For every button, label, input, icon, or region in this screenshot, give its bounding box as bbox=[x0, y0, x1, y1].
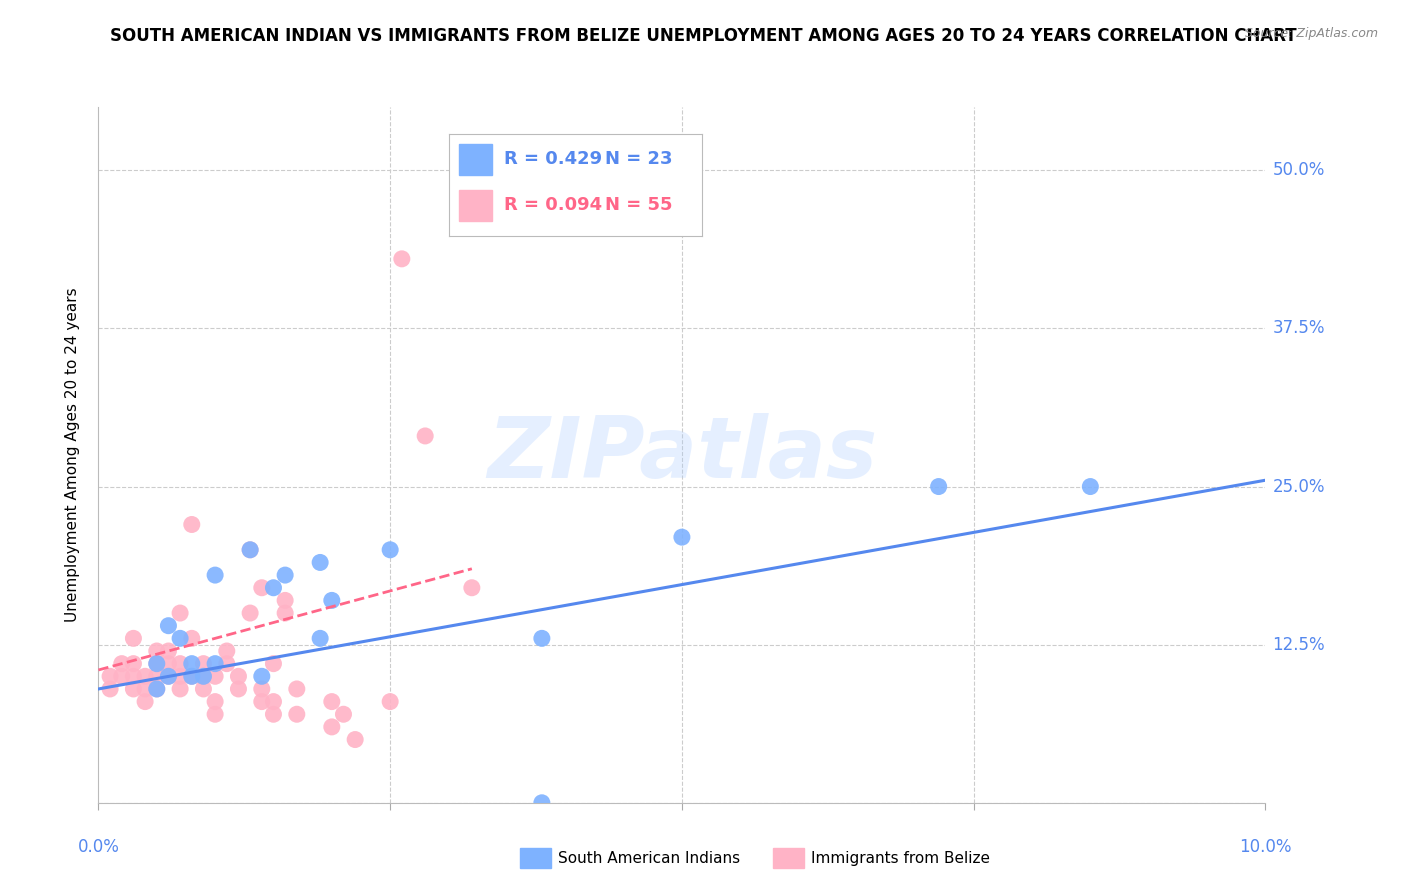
Point bbox=[157, 669, 180, 683]
Point bbox=[321, 593, 343, 607]
Point bbox=[193, 669, 215, 683]
Point bbox=[111, 669, 134, 683]
Point bbox=[391, 252, 413, 266]
Point bbox=[530, 796, 553, 810]
Text: R = 0.429: R = 0.429 bbox=[505, 150, 602, 168]
Point bbox=[134, 695, 156, 709]
Point bbox=[250, 669, 273, 683]
Point bbox=[122, 681, 145, 696]
Point bbox=[321, 720, 343, 734]
Point bbox=[378, 695, 402, 709]
Point bbox=[193, 681, 215, 696]
Point bbox=[204, 669, 226, 683]
Point bbox=[215, 644, 238, 658]
Point bbox=[111, 657, 134, 671]
Point bbox=[274, 606, 297, 620]
Point bbox=[378, 542, 402, 557]
Point bbox=[228, 681, 250, 696]
Y-axis label: Unemployment Among Ages 20 to 24 years: Unemployment Among Ages 20 to 24 years bbox=[65, 287, 80, 623]
Point bbox=[146, 681, 169, 696]
Text: South American Indians: South American Indians bbox=[558, 851, 741, 865]
Point bbox=[146, 669, 169, 683]
Point bbox=[262, 657, 284, 671]
Text: Immigrants from Belize: Immigrants from Belize bbox=[811, 851, 990, 865]
Point bbox=[274, 593, 297, 607]
Point bbox=[461, 581, 484, 595]
Point bbox=[146, 644, 169, 658]
Point bbox=[413, 429, 436, 443]
Point bbox=[98, 681, 121, 696]
Text: R = 0.094: R = 0.094 bbox=[505, 196, 602, 214]
Point bbox=[193, 669, 215, 683]
Point bbox=[530, 632, 553, 646]
Point bbox=[193, 657, 215, 671]
Point bbox=[1080, 479, 1102, 493]
Text: N = 55: N = 55 bbox=[606, 196, 673, 214]
Point bbox=[122, 632, 145, 646]
Point bbox=[250, 581, 273, 595]
Point bbox=[239, 606, 262, 620]
Point bbox=[215, 657, 238, 671]
Point bbox=[169, 632, 191, 646]
Point bbox=[169, 681, 191, 696]
Point bbox=[180, 632, 202, 646]
Point bbox=[332, 707, 354, 722]
Point bbox=[671, 530, 693, 544]
Text: Source: ZipAtlas.com: Source: ZipAtlas.com bbox=[1244, 27, 1378, 40]
Point bbox=[309, 632, 332, 646]
Point bbox=[250, 695, 273, 709]
Point bbox=[285, 707, 308, 722]
Point bbox=[250, 681, 273, 696]
Point bbox=[180, 517, 202, 532]
Point bbox=[134, 669, 156, 683]
Point bbox=[204, 657, 226, 671]
Point bbox=[239, 542, 262, 557]
Point bbox=[122, 657, 145, 671]
Point bbox=[146, 657, 169, 671]
Point bbox=[321, 695, 343, 709]
Point bbox=[169, 606, 191, 620]
Text: 25.0%: 25.0% bbox=[1272, 477, 1324, 496]
Text: 12.5%: 12.5% bbox=[1272, 636, 1324, 654]
Text: N = 23: N = 23 bbox=[606, 150, 673, 168]
Point bbox=[262, 695, 284, 709]
Point bbox=[204, 695, 226, 709]
Point bbox=[262, 581, 284, 595]
Point bbox=[157, 657, 180, 671]
Point bbox=[204, 568, 226, 582]
Point bbox=[146, 657, 169, 671]
Text: SOUTH AMERICAN INDIAN VS IMMIGRANTS FROM BELIZE UNEMPLOYMENT AMONG AGES 20 TO 24: SOUTH AMERICAN INDIAN VS IMMIGRANTS FROM… bbox=[110, 27, 1296, 45]
Point bbox=[169, 657, 191, 671]
Point bbox=[262, 707, 284, 722]
Point bbox=[157, 644, 180, 658]
Point bbox=[134, 681, 156, 696]
Point bbox=[146, 681, 169, 696]
Point bbox=[180, 657, 202, 671]
Point bbox=[228, 669, 250, 683]
Text: 50.0%: 50.0% bbox=[1272, 161, 1324, 179]
Text: ZIPatlas: ZIPatlas bbox=[486, 413, 877, 497]
Point bbox=[122, 669, 145, 683]
Point bbox=[204, 707, 226, 722]
Point bbox=[239, 542, 262, 557]
Point bbox=[309, 556, 332, 570]
Point bbox=[274, 568, 297, 582]
Point bbox=[98, 669, 121, 683]
Point bbox=[928, 479, 950, 493]
Point bbox=[344, 732, 367, 747]
Point bbox=[285, 681, 308, 696]
Bar bbox=[458, 144, 492, 175]
Point bbox=[180, 669, 202, 683]
Point bbox=[169, 669, 191, 683]
Point bbox=[157, 618, 180, 632]
Point bbox=[157, 669, 180, 683]
Text: 0.0%: 0.0% bbox=[77, 838, 120, 856]
Bar bbox=[458, 190, 492, 221]
Point bbox=[180, 669, 202, 683]
Text: 37.5%: 37.5% bbox=[1272, 319, 1324, 337]
Text: 10.0%: 10.0% bbox=[1239, 838, 1292, 856]
